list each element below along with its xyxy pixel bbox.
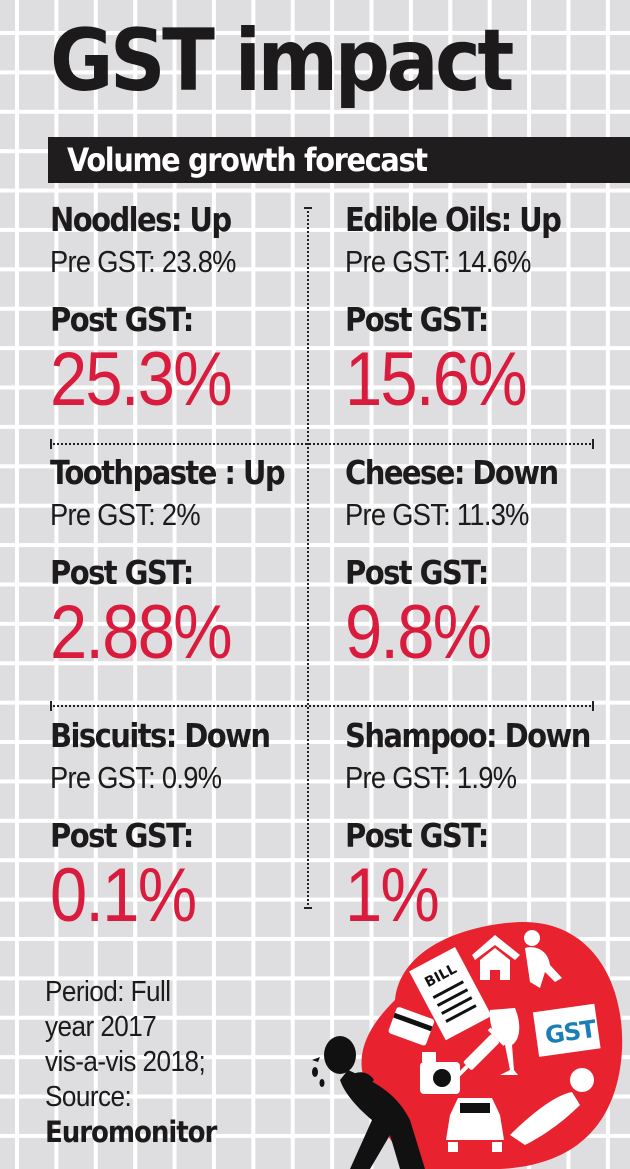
- post-gst-value: 0.1%: [50, 853, 197, 938]
- post-gst-label: Post GST:: [345, 816, 489, 855]
- footnote-source-label: Source:: [45, 1081, 132, 1113]
- item-heading: Biscuits: Down: [50, 716, 271, 755]
- page-subtitle: Volume growth forecast: [67, 141, 428, 179]
- item-toothpaste: Toothpaste : Up Pre GST: 2% Post GST: 2.…: [50, 453, 330, 673]
- post-gst-value: 15.6%: [345, 337, 528, 422]
- pre-gst-value: Pre GST: 14.6%: [345, 244, 531, 279]
- item-shampoo: Shampoo: Down Pre GST: 1.9% Post GST: 1%: [345, 716, 625, 936]
- post-gst-label: Post GST:: [345, 300, 489, 339]
- post-gst-value: 1%: [345, 853, 440, 938]
- post-gst-label: Post GST:: [50, 553, 194, 592]
- pre-gst-value: Pre GST: 11.3%: [345, 497, 529, 532]
- post-gst-label: Post GST:: [50, 816, 194, 855]
- post-gst-value: 25.3%: [50, 337, 233, 422]
- subtitle-bar: [48, 137, 630, 183]
- horizontal-divider-1: [50, 439, 594, 449]
- horizontal-divider-2: [50, 701, 594, 711]
- footnote-period-line2: year 2017: [45, 1011, 157, 1043]
- person-carrying-tax-burden-sack-icon: BILL GST: [312, 921, 623, 1169]
- vertical-divider: [304, 207, 312, 909]
- page-title: GST impact: [50, 11, 514, 111]
- pre-gst-value: Pre GST: 2%: [50, 497, 201, 532]
- post-gst-value: 9.8%: [345, 590, 492, 675]
- footnote-period-line3: vis-a-vis 2018;: [45, 1046, 206, 1078]
- footnote-period-line1: Period: Full: [45, 976, 171, 1008]
- item-heading: Noodles: Up: [50, 200, 232, 239]
- item-cheese: Cheese: Down Pre GST: 11.3% Post GST: 9.…: [345, 453, 625, 673]
- item-heading: Edible Oils: Up: [345, 200, 562, 239]
- item-heading: Toothpaste : Up: [50, 453, 286, 492]
- footnote: Period: Full year 2017 vis-a-vis 2018; S…: [45, 975, 217, 1150]
- item-edible-oils: Edible Oils: Up Pre GST: 14.6% Post GST:…: [345, 200, 625, 420]
- item-noodles: Noodles: Up Pre GST: 23.8% Post GST: 25.…: [50, 200, 330, 420]
- post-gst-label: Post GST:: [345, 553, 489, 592]
- item-heading: Shampoo: Down: [345, 716, 591, 755]
- post-gst-label: Post GST:: [50, 300, 194, 339]
- pre-gst-value: Pre GST: 0.9%: [50, 760, 222, 795]
- item-heading: Cheese: Down: [345, 453, 559, 492]
- pre-gst-value: Pre GST: 1.9%: [345, 760, 517, 795]
- footnote-source-name: Euromonitor: [45, 1115, 217, 1149]
- pre-gst-value: Pre GST: 23.8%: [50, 244, 236, 279]
- post-gst-value: 2.88%: [50, 590, 233, 675]
- item-biscuits: Biscuits: Down Pre GST: 0.9% Post GST: 0…: [50, 716, 330, 936]
